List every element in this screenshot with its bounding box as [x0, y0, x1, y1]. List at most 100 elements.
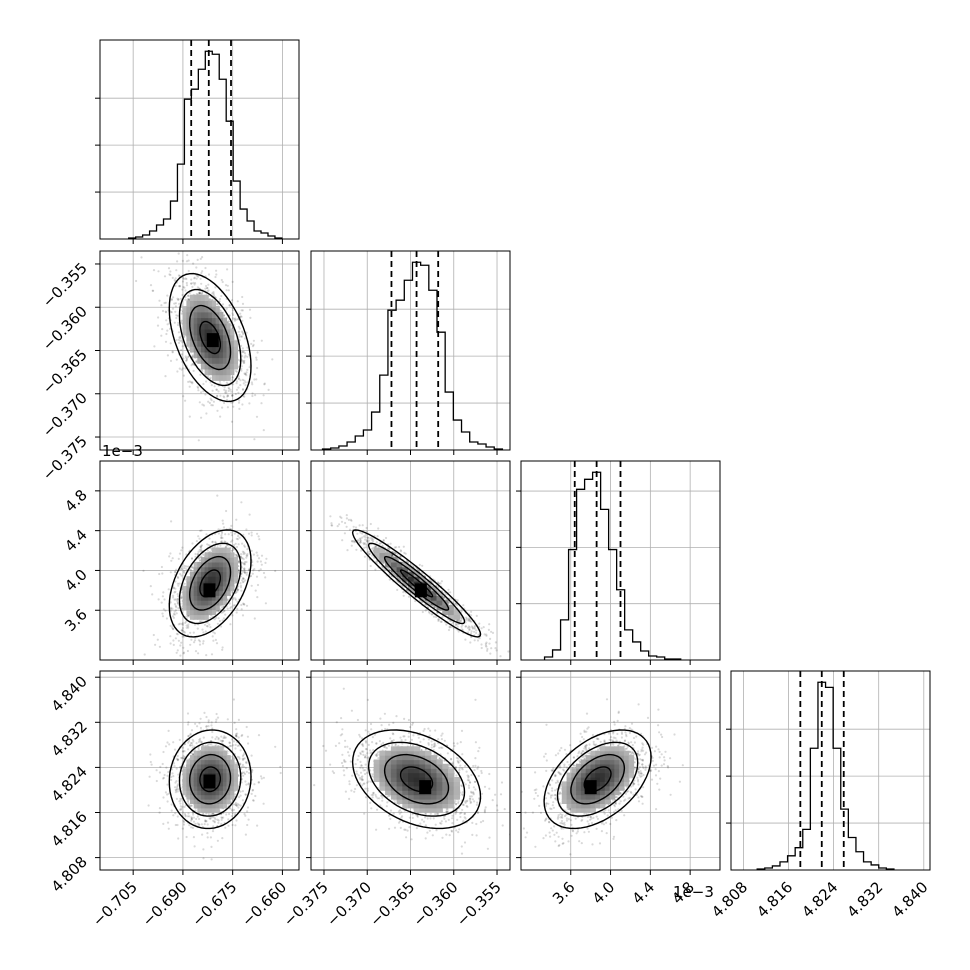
sample-point — [169, 552, 172, 555]
sample-point — [198, 293, 201, 296]
sample-point — [235, 380, 239, 383]
sample-point — [250, 549, 253, 553]
sample-point — [229, 623, 232, 626]
sample-point — [189, 744, 192, 747]
sample-point — [238, 536, 241, 539]
sample-point — [178, 285, 181, 288]
sample-point — [399, 549, 402, 552]
density-cell — [193, 561, 198, 568]
sample-point — [201, 270, 204, 273]
sample-point — [330, 524, 333, 527]
sample-point — [233, 319, 236, 322]
sample-point — [391, 555, 394, 558]
sample-point — [202, 631, 205, 634]
sample-point — [329, 515, 332, 518]
sample-point — [194, 555, 197, 558]
density-cell — [197, 294, 202, 301]
sample-point — [179, 297, 183, 300]
sample-point — [169, 607, 172, 611]
density-cell — [408, 576, 415, 582]
sample-point — [183, 336, 186, 339]
sample-point — [157, 598, 160, 601]
sample-point — [245, 331, 248, 334]
sample-point — [181, 750, 184, 753]
sample-point — [195, 292, 198, 296]
density-cell — [182, 306, 187, 313]
sample-point — [169, 342, 172, 345]
density-cell — [201, 323, 206, 330]
sample-point — [156, 324, 160, 327]
sample-point — [225, 381, 228, 384]
sample-point — [174, 791, 177, 794]
sample-point — [174, 571, 177, 574]
sample-point — [363, 542, 367, 545]
sample-point — [180, 568, 183, 571]
sample-point — [171, 351, 174, 354]
sample-point — [178, 284, 182, 288]
sample-point — [235, 761, 238, 765]
sample-point — [212, 639, 215, 642]
sample-point — [440, 620, 443, 624]
density-cell — [197, 590, 202, 596]
sample-point — [228, 304, 231, 307]
sample-point — [231, 309, 234, 312]
sample-point — [195, 277, 198, 280]
sample-point — [255, 575, 259, 578]
sample-point — [495, 649, 498, 652]
density-cell — [408, 566, 415, 573]
sample-point — [222, 617, 225, 620]
density-cell — [193, 323, 198, 330]
sample-point — [194, 552, 197, 556]
sample-point — [473, 639, 476, 642]
sample-point — [393, 546, 396, 549]
sample-point — [192, 262, 195, 265]
sample-point — [168, 327, 172, 330]
sample-point — [256, 351, 259, 354]
density-cell — [425, 585, 432, 592]
sample-point — [220, 735, 223, 738]
sample-point — [220, 540, 223, 543]
density-cell — [215, 547, 220, 553]
sample-point — [202, 640, 205, 643]
sample-point — [183, 820, 186, 824]
sample-point — [363, 535, 366, 538]
density-cell — [190, 585, 195, 592]
sample-point — [236, 538, 239, 541]
density-cell — [453, 609, 460, 616]
sample-point — [264, 576, 267, 579]
density-cell — [193, 576, 198, 582]
sample-point — [366, 540, 369, 543]
sample-point — [230, 420, 234, 423]
density-cell — [208, 357, 213, 364]
sample-point — [197, 550, 200, 553]
sample-point — [263, 383, 266, 386]
sample-point — [217, 821, 220, 825]
density-cell — [448, 604, 455, 611]
contour-0 — [199, 320, 221, 355]
sample-point — [216, 839, 219, 842]
sample-point — [177, 252, 180, 255]
density-cell — [204, 317, 209, 324]
sample-point — [181, 259, 184, 262]
sample-point — [403, 551, 406, 555]
sample-point — [238, 335, 241, 338]
sample-point — [467, 617, 470, 620]
sample-point — [489, 652, 492, 655]
sample-point — [185, 620, 188, 623]
sample-point — [482, 626, 485, 629]
sample-point — [237, 543, 240, 546]
density-cell — [219, 561, 224, 568]
sample-point — [219, 394, 222, 397]
sample-point — [367, 550, 370, 553]
density-cell — [186, 323, 191, 330]
sample-point — [248, 402, 251, 405]
sample-point — [259, 568, 262, 571]
sample-point — [245, 554, 248, 557]
sample-point — [490, 647, 493, 650]
sample-point — [202, 553, 205, 556]
sample-point — [440, 580, 443, 583]
sample-point — [234, 542, 237, 545]
sample-point — [359, 537, 362, 540]
sample-point — [182, 646, 185, 649]
density-cell — [190, 604, 195, 611]
